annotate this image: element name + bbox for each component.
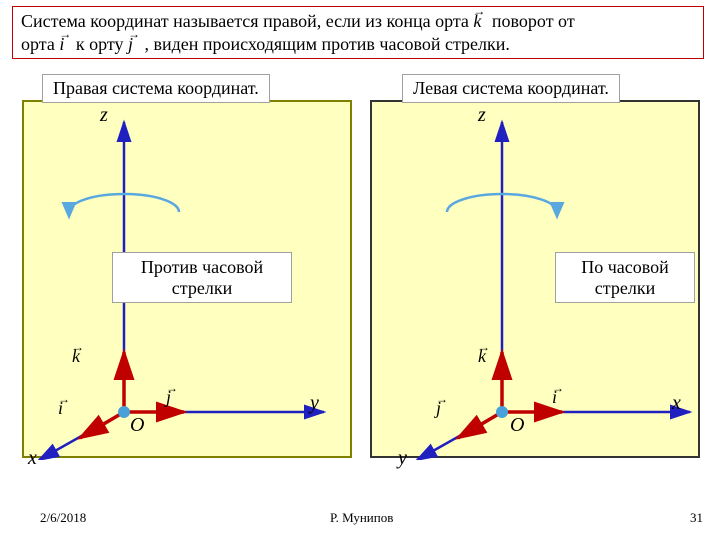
banner-line2-pre: орта — [21, 34, 59, 54]
left-vec-j: →j — [166, 387, 171, 408]
banner-line2-mid: к орту — [76, 34, 128, 54]
left-origin-label: O — [130, 414, 144, 437]
right-vec-j: →j — [436, 398, 441, 419]
left-vec-i: →i — [58, 398, 63, 419]
banner-vec-i: →i — [59, 33, 71, 56]
banner-line1-pre: Система координат называется правой, есл… — [21, 11, 473, 31]
footer-date: 2/6/2018 — [40, 510, 86, 526]
left-desc: Против часовой стрелки — [112, 252, 292, 303]
banner-vec-k: →k — [473, 10, 487, 33]
left-axis-x: x — [28, 447, 37, 470]
right-title: Левая система координат. — [402, 74, 620, 103]
right-axis-y: y — [398, 447, 407, 470]
banner-vec-j: →j — [128, 33, 140, 56]
right-axis-x: x — [672, 392, 681, 415]
right-vec-k: →k — [478, 346, 486, 367]
right-desc: По часовой стрелки — [555, 252, 695, 303]
right-origin-label: O — [510, 414, 524, 437]
footer-author: Р. Мунипов — [330, 510, 393, 526]
left-axis-y: y — [310, 392, 319, 415]
left-vec-k: →k — [72, 346, 80, 367]
right-vec-i: →i — [552, 387, 557, 408]
left-axis-z: z — [100, 104, 108, 127]
banner-line2-post: , виден происходящим против часовой стре… — [144, 34, 509, 54]
right-axis-z: z — [478, 104, 486, 127]
banner-line1-post: поворот от — [492, 11, 575, 31]
left-title: Правая система координат. — [42, 74, 270, 103]
footer-page: 31 — [690, 510, 703, 526]
banner: Система координат называется правой, есл… — [12, 6, 704, 59]
